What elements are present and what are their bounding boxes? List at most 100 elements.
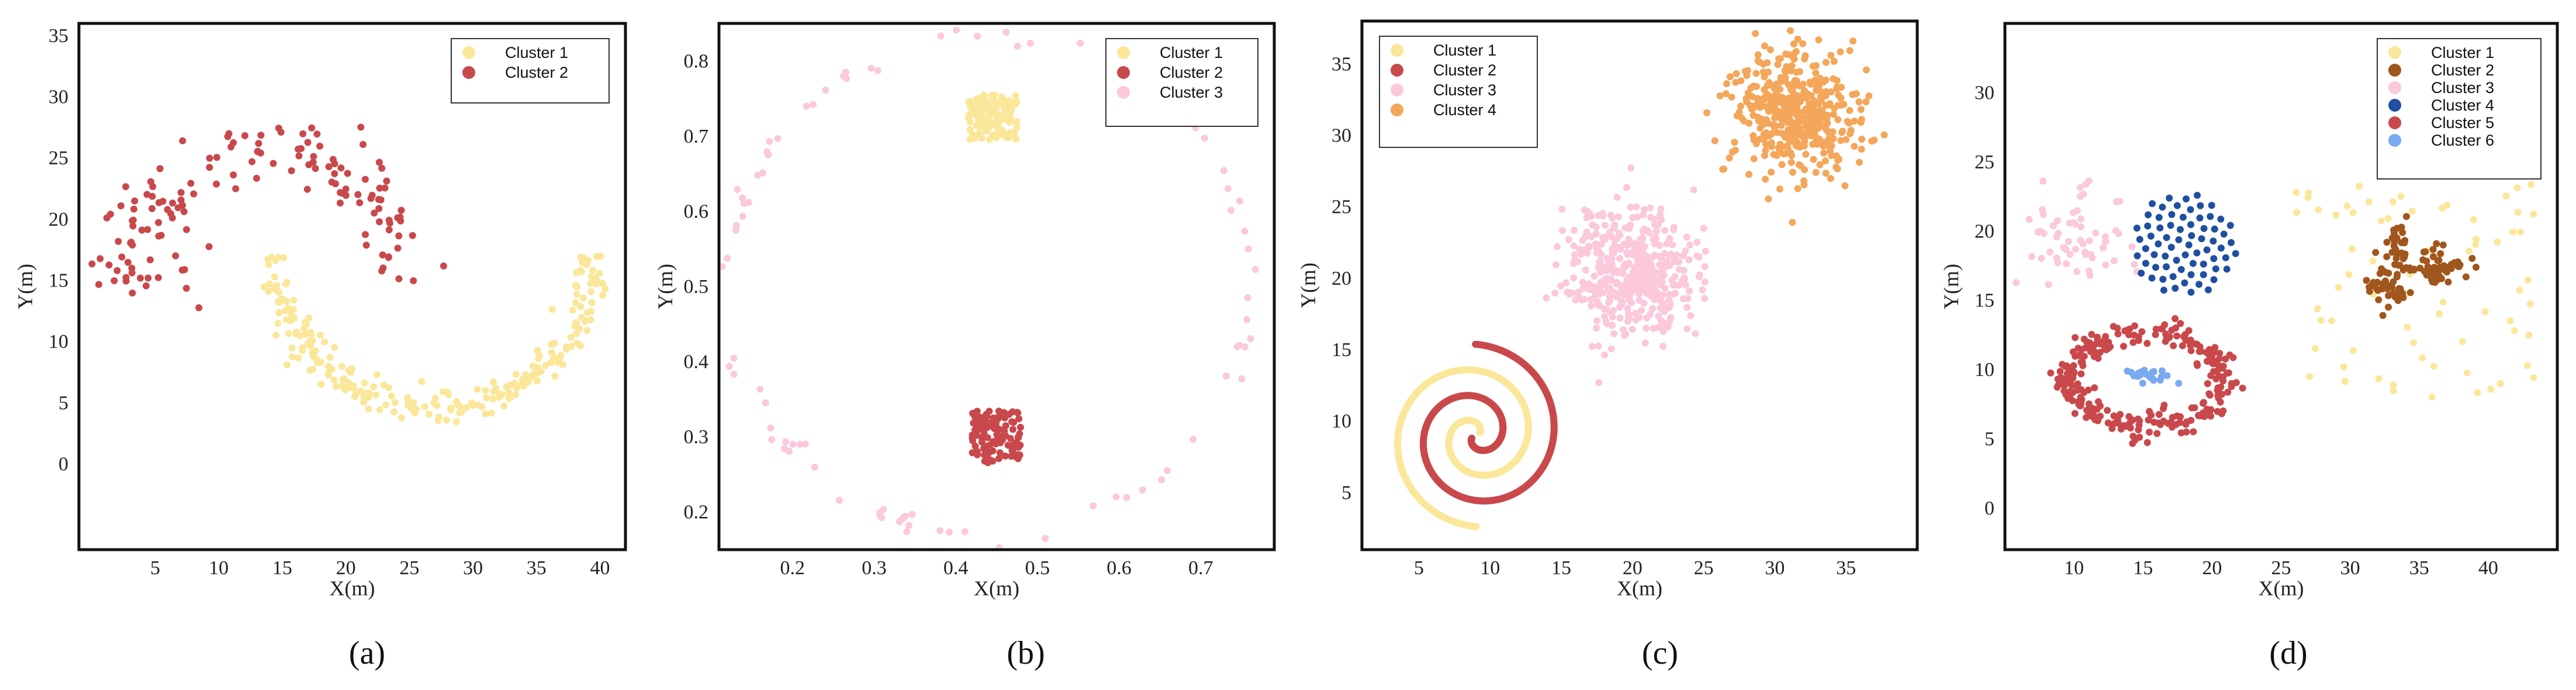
point-cluster-1: [587, 316, 594, 323]
point-cluster-4: [1799, 81, 1807, 88]
point-cluster-2: [375, 205, 383, 212]
point-cluster-4: [2173, 202, 2181, 209]
point-cluster-4: [1794, 108, 1802, 116]
point-cluster-1: [585, 257, 592, 264]
point-cluster-3: [1605, 261, 1613, 268]
point-cluster-3: [1701, 263, 1709, 270]
point-cluster-1: [520, 382, 527, 390]
point-cluster-2: [168, 214, 176, 222]
point-cluster-3: [796, 440, 804, 448]
point-cluster-1: [994, 123, 1001, 131]
point-cluster-2: [2437, 250, 2444, 257]
y-tick-label: 10: [1975, 359, 1994, 381]
point-cluster-2: [154, 274, 162, 281]
point-cluster-5: [2069, 389, 2077, 396]
point-cluster-3: [1641, 260, 1648, 268]
point-cluster-1: [596, 270, 603, 277]
point-cluster-4: [1782, 115, 1790, 122]
point-cluster-3: [905, 522, 912, 529]
point-cluster-2: [190, 190, 198, 198]
point-cluster-2: [385, 253, 392, 261]
panel-d-caption: (d): [2269, 635, 2308, 671]
point-cluster-4: [1837, 48, 1844, 56]
point-cluster-1: [295, 354, 302, 362]
point-cluster-4: [1762, 129, 1770, 136]
point-cluster-4: [1776, 85, 1784, 93]
point-cluster-2: [213, 180, 220, 188]
point-cluster-4: [1808, 107, 1816, 115]
point-cluster-4: [2222, 254, 2229, 261]
point-cluster-2: [144, 226, 151, 233]
point-cluster-3: [1123, 494, 1130, 501]
point-cluster-1: [2473, 236, 2480, 243]
point-cluster-1: [289, 353, 296, 361]
point-cluster-3: [2116, 198, 2124, 205]
point-cluster-3: [759, 169, 767, 177]
point-cluster-1: [280, 254, 288, 261]
point-cluster-1: [2390, 198, 2397, 206]
point-cluster-3: [1593, 249, 1600, 257]
point-cluster-2: [394, 244, 402, 252]
point-cluster-4: [2155, 240, 2162, 248]
point-cluster-3: [1588, 343, 1596, 350]
point-cluster-1: [2530, 211, 2537, 218]
point-cluster-3: [1570, 274, 1578, 282]
point-cluster-3: [1574, 258, 1582, 265]
point-cluster-3: [1653, 227, 1661, 234]
point-cluster-3: [801, 440, 809, 448]
point-cluster-3: [1613, 243, 1620, 251]
point-cluster-2: [1014, 455, 1022, 463]
point-cluster-2: [359, 141, 367, 149]
point-cluster-3: [1628, 326, 1636, 333]
point-cluster-4: [1792, 134, 1799, 142]
point-cluster-4: [1865, 92, 1873, 99]
point-cluster-1: [332, 382, 340, 390]
point-cluster-5: [2183, 428, 2190, 436]
point-cluster-4: [1726, 73, 1734, 81]
point-cluster-1: [275, 298, 282, 305]
point-cluster-3: [1683, 325, 1691, 333]
point-cluster-5: [2211, 359, 2219, 367]
point-cluster-4: [1809, 63, 1817, 70]
point-cluster-2: [129, 289, 136, 297]
point-cluster-2: [298, 145, 305, 153]
point-cluster-3: [1616, 303, 1623, 311]
point-cluster-1: [557, 351, 565, 359]
point-cluster-5: [2194, 362, 2201, 369]
point-cluster-5: [2204, 380, 2211, 387]
y-tick-label: 30: [1975, 82, 1994, 104]
point-cluster-2: [371, 209, 378, 217]
point-cluster-5: [2183, 418, 2190, 426]
x-tick-label: 30: [463, 557, 483, 579]
point-cluster-4: [2207, 213, 2214, 220]
point-cluster-2: [230, 171, 237, 179]
point-cluster-2: [440, 262, 447, 270]
point-cluster-2: [122, 274, 130, 281]
point-cluster-3: [903, 528, 911, 536]
point-cluster-4: [2187, 271, 2195, 278]
point-cluster-1: [286, 317, 293, 325]
point-cluster-5: [2215, 394, 2222, 402]
point-cluster-4: [1849, 37, 1857, 45]
scatter-points: [2013, 166, 2537, 447]
point-cluster-4: [1847, 126, 1855, 134]
point-cluster-3: [1241, 343, 1249, 351]
point-cluster-3: [1668, 276, 1676, 284]
point-cluster-1: [483, 394, 490, 402]
point-cluster-5: [2229, 354, 2237, 361]
point-cluster-1: [2511, 327, 2518, 334]
point-cluster-1: [2439, 205, 2446, 212]
point-cluster-1: [2465, 247, 2473, 255]
point-cluster-1: [2390, 381, 2397, 389]
point-cluster-2: [993, 414, 1001, 422]
point-cluster-2: [2437, 275, 2445, 282]
point-cluster-3: [1656, 242, 1664, 249]
point-cluster-3: [1658, 271, 1665, 279]
point-cluster-2: [376, 184, 383, 192]
point-cluster-3: [1112, 493, 1120, 501]
point-cluster-1: [282, 298, 290, 305]
point-cluster-1: [321, 338, 329, 346]
point-cluster-3: [2089, 254, 2096, 261]
point-cluster-4: [1822, 76, 1830, 84]
point-cluster-3: [836, 496, 843, 504]
